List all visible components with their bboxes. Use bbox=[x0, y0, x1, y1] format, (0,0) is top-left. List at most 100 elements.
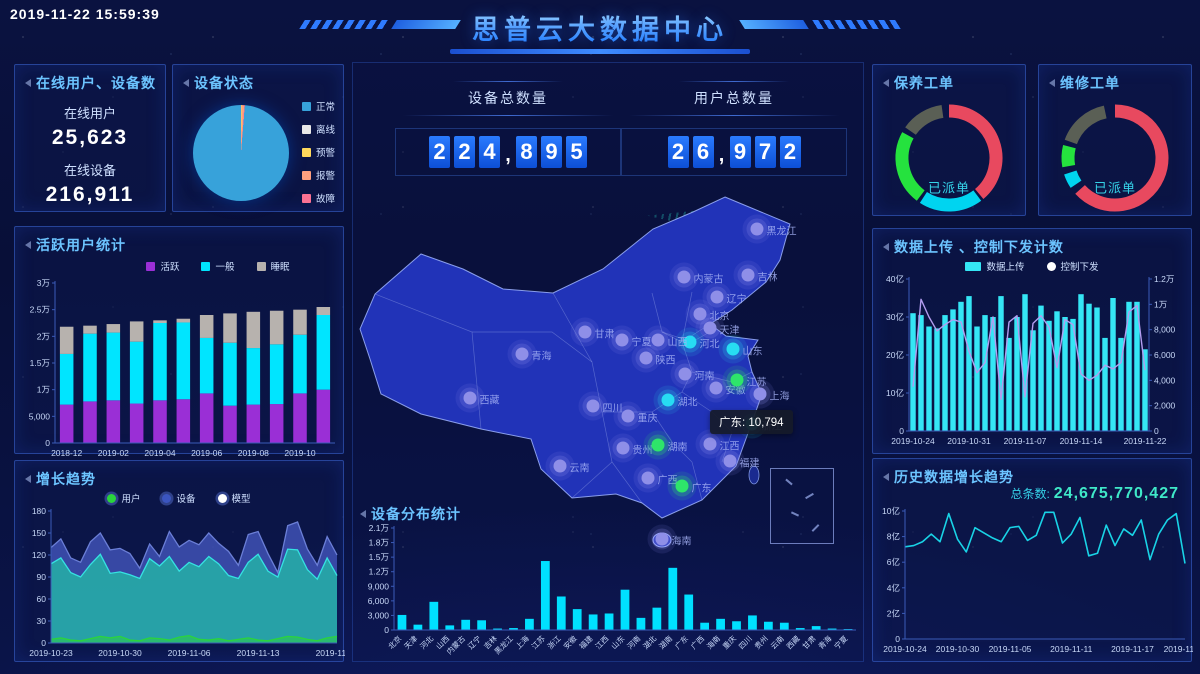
svg-text:1.2万: 1.2万 bbox=[1154, 274, 1174, 284]
svg-text:0: 0 bbox=[899, 426, 904, 436]
legend-item[interactable]: 睡眠 bbox=[256, 259, 290, 273]
svg-text:10亿: 10亿 bbox=[882, 506, 900, 516]
device-status-pie-chart[interactable] bbox=[193, 105, 289, 201]
history-total-label: 总条数: bbox=[1010, 487, 1050, 501]
china-map[interactable]: 黑龙江吉林辽宁 内蒙古北京天津 河北山东 山西 宁夏陕西 甘肃青海西藏 四川重庆贵州云南广西… bbox=[352, 182, 864, 566]
map-marker-内蒙古[interactable]: 内蒙古 bbox=[677, 270, 724, 286]
active-users-legend[interactable]: 活跃 一般 睡眠 bbox=[105, 259, 331, 273]
map-marker-江西[interactable]: 江西 bbox=[703, 437, 740, 453]
map-marker-福建[interactable]: 福建 bbox=[723, 454, 760, 470]
maintenance-donut-chart[interactable] bbox=[888, 97, 1010, 224]
panel-marker-icon bbox=[25, 241, 31, 249]
legend-item[interactable]: 预警 bbox=[301, 145, 335, 159]
active-users-chart[interactable]: 0 5,000 1万 1.5万 2万 2.5万 3万 2018-12 2019-02 2019-0… bbox=[15, 275, 345, 470]
legend-item[interactable]: 离线 bbox=[301, 122, 335, 136]
map-marker-海南[interactable]: 海南 bbox=[655, 532, 692, 548]
panel-marker-icon bbox=[360, 510, 366, 518]
map-marker-广西[interactable]: 广西 bbox=[641, 471, 678, 487]
upload-chart[interactable]: 0 10亿 20亿 30亿 40亿 0 2,000 4,000 6,000 8,000 1万 1.2万… bbox=[873, 271, 1193, 458]
digit-cell: 4 bbox=[479, 136, 500, 168]
svg-text:2019-11-22: 2019-11-22 bbox=[1124, 436, 1167, 446]
legend-item[interactable]: 活跃 bbox=[146, 259, 179, 273]
map-marker-甘肃[interactable]: 甘肃 bbox=[578, 325, 615, 341]
panel-history-title: 历史数据增长趋势 bbox=[873, 459, 1191, 487]
legend-item[interactable]: 一般 bbox=[201, 259, 235, 273]
panel-online-stats: 在线用户、设备数 在线用户 25,623 在线设备 216,911 bbox=[14, 64, 166, 212]
map-marker-广东[interactable]: 广东 bbox=[675, 479, 712, 495]
map-marker-安徽[interactable]: 安徽 bbox=[709, 381, 746, 397]
legend-item[interactable]: 控制下发 bbox=[1046, 259, 1099, 273]
svg-text:30亿: 30亿 bbox=[886, 312, 904, 322]
page-title: 思普云大数据中心 bbox=[472, 8, 728, 47]
svg-text:2019-10-30: 2019-10-30 bbox=[936, 644, 980, 654]
map-marker-label: 广西 bbox=[657, 475, 678, 487]
map-marker-陕西[interactable]: 陕西 bbox=[639, 351, 676, 367]
map-marker-北京[interactable]: 北京 bbox=[693, 307, 730, 323]
svg-text:1.5万: 1.5万 bbox=[30, 358, 50, 368]
map-marker-宁夏[interactable]: 宁夏 bbox=[615, 333, 652, 349]
map-marker-label: 天津 bbox=[719, 325, 740, 337]
legend-swatch-icon bbox=[1046, 261, 1056, 271]
digit-cell: 2 bbox=[429, 136, 450, 168]
legend-item[interactable]: 报警 bbox=[301, 168, 335, 182]
legend-swatch-icon bbox=[301, 170, 311, 180]
legend-item[interactable]: 模型 bbox=[217, 491, 251, 505]
map-marker-江苏[interactable]: 江苏 bbox=[730, 373, 767, 389]
map-marker-山西[interactable]: 山西 bbox=[651, 333, 688, 349]
svg-text:湖北: 湖北 bbox=[641, 634, 658, 651]
growth-chart[interactable]: 0 30 60 90 120 150 180 2019-10-23 2019-10-30 2019… bbox=[15, 505, 358, 668]
header-deco-right bbox=[739, 20, 901, 29]
map-marker-河北[interactable]: 河北 bbox=[683, 335, 720, 351]
digit-cell: 8 bbox=[516, 136, 537, 168]
map-marker-label: 西藏 bbox=[479, 395, 500, 407]
svg-text:海南: 海南 bbox=[704, 633, 722, 651]
legend-swatch-icon bbox=[965, 261, 982, 271]
repair-donut-chart[interactable] bbox=[1054, 97, 1176, 224]
map-marker-label: 北京 bbox=[709, 311, 730, 323]
map-marker-label: 甘肃 bbox=[594, 329, 615, 341]
digit-cell: 2 bbox=[779, 136, 801, 168]
map-marker-label: 江西 bbox=[719, 441, 740, 453]
svg-text:2019-10-30: 2019-10-30 bbox=[98, 648, 142, 658]
svg-text:2019-10-24: 2019-10-24 bbox=[883, 644, 927, 654]
map-marker-天津[interactable]: 天津 bbox=[703, 321, 740, 337]
map-marker-label: 山东 bbox=[742, 346, 763, 358]
map-marker-山东[interactable]: 山东 bbox=[726, 342, 763, 358]
map-marker-云南[interactable]: 云南 bbox=[553, 459, 590, 475]
map-marker-辽宁[interactable]: 辽宁 bbox=[710, 290, 747, 306]
svg-text:2019-11-13: 2019-11-13 bbox=[237, 648, 280, 658]
legend-item[interactable]: 正常 bbox=[301, 99, 335, 113]
legend-item[interactable]: 设备 bbox=[162, 491, 196, 505]
legend-item[interactable]: 数据上传 bbox=[965, 259, 1025, 273]
map-marker-湖北[interactable]: 湖北 bbox=[661, 393, 698, 409]
svg-text:60: 60 bbox=[37, 594, 47, 604]
legend-item[interactable]: 故障 bbox=[301, 191, 335, 205]
map-marker-贵州[interactable]: 贵州 bbox=[616, 441, 653, 457]
map-marker-湖南[interactable]: 湖南 bbox=[651, 438, 688, 454]
distribution-chart[interactable]: 0 3,000 6,000 9,000 1.2万 1.5万 1.8万 2.1万 北京 天津 河北 山西… bbox=[354, 522, 862, 662]
panel-marker-icon bbox=[1049, 79, 1055, 87]
map-marker-四川[interactable]: 四川 bbox=[586, 399, 623, 415]
map-marker-河南[interactable]: 河南 bbox=[678, 367, 715, 383]
map-marker-上海[interactable]: 上海 bbox=[753, 387, 790, 403]
map-marker-吉林[interactable]: 吉林 bbox=[741, 268, 778, 284]
map-marker-青海[interactable]: 青海 bbox=[515, 347, 552, 363]
map-marker-西藏[interactable]: 西藏 bbox=[463, 391, 500, 407]
svg-text:30: 30 bbox=[37, 616, 47, 626]
history-chart[interactable]: 0 2亿 4亿 6亿 8亿 10亿 2019-10-24 2019-10-30 2019-11-… bbox=[873, 503, 1200, 666]
svg-text:1.2万: 1.2万 bbox=[369, 567, 389, 577]
svg-text:内蒙古: 内蒙古 bbox=[444, 633, 467, 656]
device-status-legend[interactable]: 正常离线预警报警故障 bbox=[301, 99, 335, 205]
map-marker-黑龙江[interactable]: 黑龙江 bbox=[750, 222, 797, 238]
panel-history-trend: 历史数据增长趋势 总条数: 24,675,770,427 0 2亿 4亿 6亿 8亿 10亿… bbox=[872, 458, 1200, 662]
growth-legend[interactable]: 用户 设备 模型 bbox=[15, 491, 343, 505]
svg-text:河南: 河南 bbox=[625, 633, 643, 651]
legend-item[interactable]: 用户 bbox=[107, 491, 140, 505]
svg-text:0: 0 bbox=[45, 438, 50, 448]
upload-legend[interactable]: 数据上传 控制下发 bbox=[873, 259, 1191, 273]
map-marker-重庆[interactable]: 重庆 bbox=[621, 409, 658, 425]
map-marker-label: 重庆 bbox=[637, 413, 658, 425]
svg-text:20亿: 20亿 bbox=[886, 350, 904, 360]
